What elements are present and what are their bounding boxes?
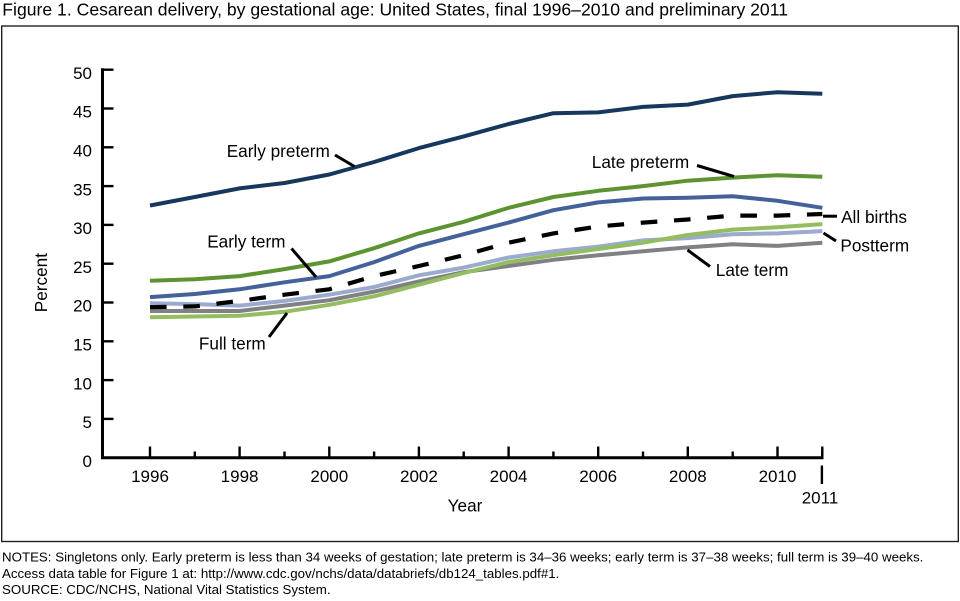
svg-text:2000: 2000	[310, 467, 348, 486]
svg-text:50: 50	[73, 64, 92, 83]
svg-text:45: 45	[73, 103, 92, 122]
svg-text:1996: 1996	[131, 467, 169, 486]
svg-text:Percent: Percent	[31, 253, 51, 312]
svg-text:Full term: Full term	[199, 333, 266, 353]
svg-text:Postterm: Postterm	[840, 236, 909, 256]
svg-text:2002: 2002	[400, 467, 438, 486]
svg-text:5: 5	[83, 413, 92, 432]
svg-text:2010: 2010	[759, 467, 797, 486]
svg-text:Early term: Early term	[207, 231, 285, 251]
svg-text:15: 15	[73, 336, 92, 355]
svg-text:Late term: Late term	[716, 260, 789, 280]
svg-text:2006: 2006	[579, 467, 617, 486]
svg-text:20: 20	[73, 297, 92, 316]
svg-text:Early preterm: Early preterm	[227, 141, 330, 161]
svg-text:Year: Year	[448, 496, 483, 516]
svg-text:Figure 1. Cesarean delivery, b: Figure 1. Cesarean delivery, by gestatio…	[2, 0, 788, 19]
svg-text:25: 25	[73, 258, 92, 277]
svg-text:Access data table for Figure 1: Access data table for Figure 1 at: http:…	[2, 566, 559, 581]
svg-text:30: 30	[73, 219, 92, 238]
svg-text:40: 40	[73, 142, 92, 161]
svg-text:Late preterm: Late preterm	[592, 152, 689, 172]
svg-text:SOURCE: CDC/NCHS, National Vit: SOURCE: CDC/NCHS, National Vital Statist…	[2, 582, 331, 597]
svg-text:2008: 2008	[669, 467, 707, 486]
svg-text:10: 10	[73, 374, 92, 393]
svg-text:0: 0	[83, 452, 92, 471]
svg-text:All births: All births	[841, 207, 907, 227]
svg-text:2004: 2004	[490, 467, 528, 486]
svg-text:2011: 2011	[802, 489, 839, 508]
svg-text:35: 35	[73, 180, 92, 199]
svg-text:NOTES: Singletons only. Early: NOTES: Singletons only. Early preterm is…	[2, 550, 923, 565]
svg-text:1998: 1998	[221, 467, 259, 486]
